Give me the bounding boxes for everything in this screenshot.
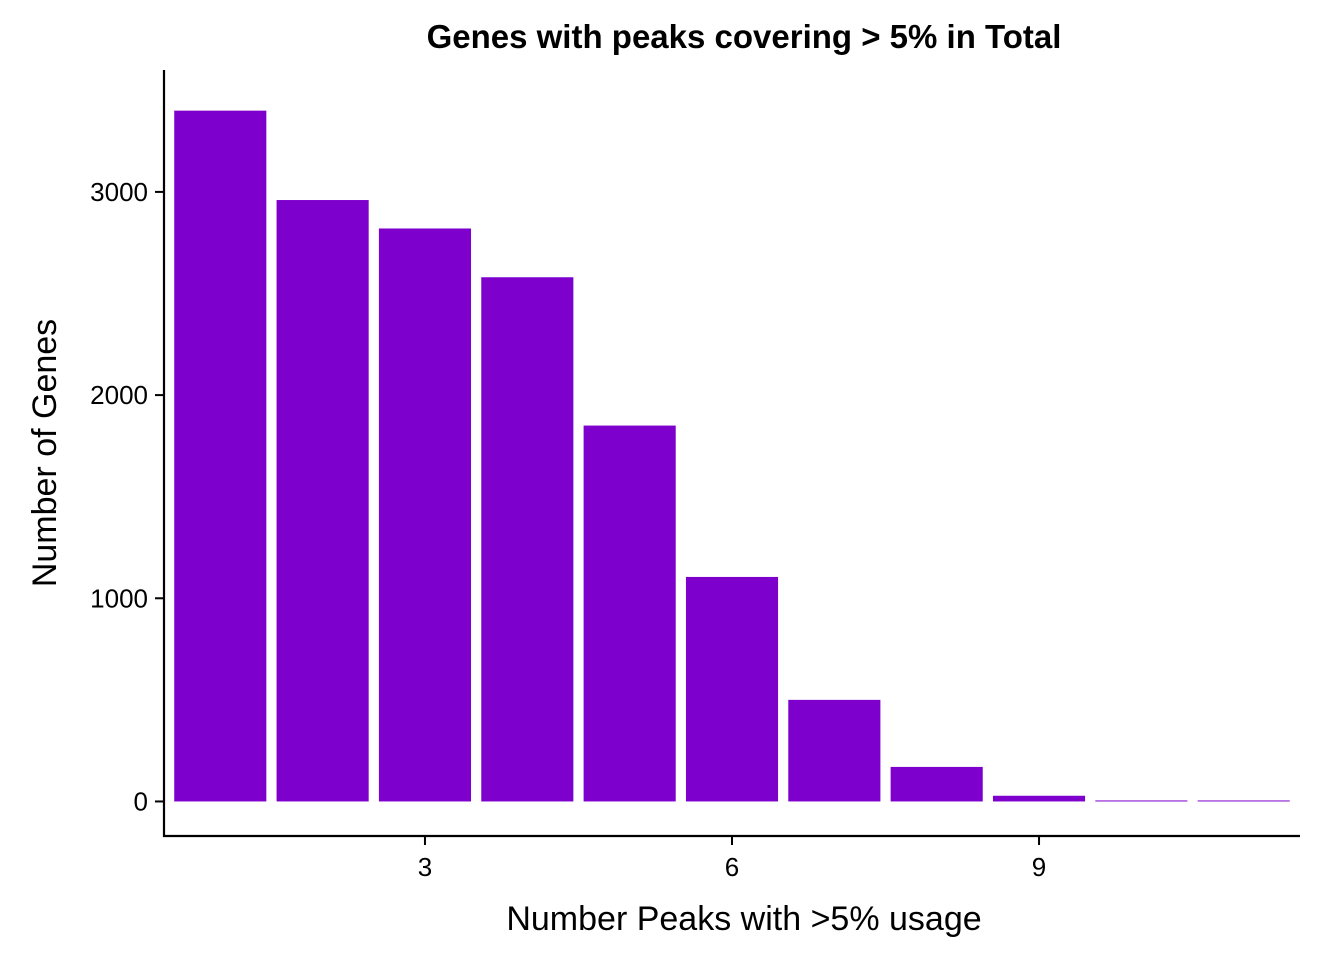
- bar-7: [788, 699, 881, 802]
- chart-title: Genes with peaks covering > 5% in Total: [427, 18, 1062, 55]
- y-tick-label: 3000: [90, 177, 148, 207]
- bar-10: [1095, 800, 1188, 802]
- bar-8: [890, 766, 983, 802]
- y-tick-label: 2000: [90, 380, 148, 410]
- bars-group: [174, 110, 1290, 802]
- y-tick-label: 0: [134, 786, 148, 816]
- x-tick-label: 6: [725, 852, 739, 882]
- x-axis-label: Number Peaks with >5% usage: [506, 900, 981, 938]
- bar-11: [1197, 800, 1290, 802]
- bar-3: [378, 228, 472, 802]
- x-axis-ticks: 3 6 9: [418, 836, 1046, 882]
- bar-5: [583, 425, 676, 802]
- y-axis-label: Number of Genes: [26, 319, 64, 587]
- y-axis-ticks: 0 1000 2000 3000: [90, 177, 164, 816]
- x-tick-label: 9: [1032, 852, 1046, 882]
- bar-1: [174, 110, 267, 802]
- y-tick-label: 1000: [90, 583, 148, 613]
- x-tick-label: 3: [418, 852, 432, 882]
- bar-4: [481, 277, 574, 802]
- bar-9: [992, 795, 1086, 802]
- bar-2: [276, 200, 369, 802]
- bar-6: [685, 576, 779, 802]
